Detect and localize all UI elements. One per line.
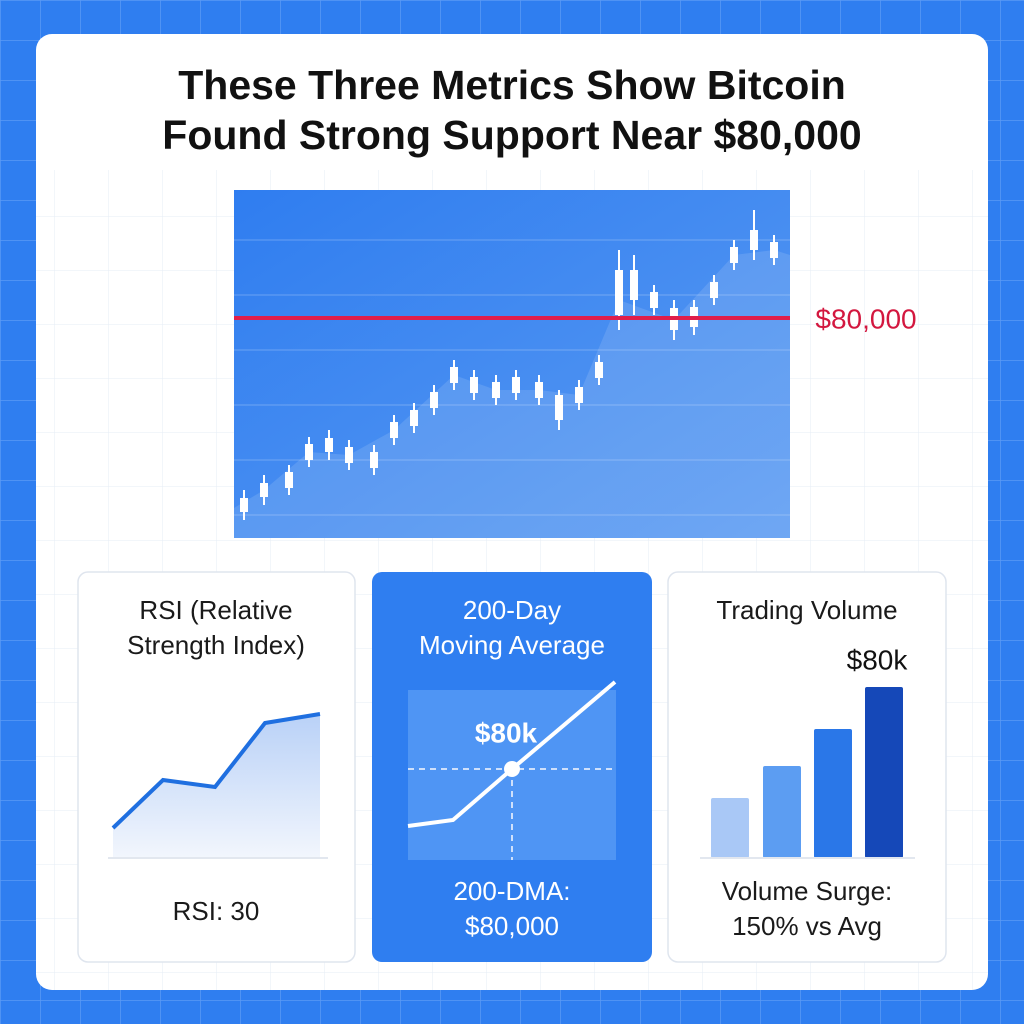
title-line: These Three Metrics Show Bitcoin xyxy=(178,62,846,108)
card-title: Moving Average xyxy=(419,630,605,660)
support-label: $80,000 xyxy=(815,303,916,334)
chart-background xyxy=(234,190,790,538)
dma-card: 200-Day Moving Average $80k 200-DMA: $80… xyxy=(372,572,652,962)
card-caption: Volume Surge: xyxy=(722,876,893,906)
title-line: Found Strong Support Near $80,000 xyxy=(162,112,861,158)
card-caption: $80,000 xyxy=(465,911,559,941)
rsi-card: RSI (Relative Strength Index) RSI: 30 xyxy=(77,571,356,963)
marker-label: $80k xyxy=(847,644,909,675)
card-caption: 150% vs Avg xyxy=(732,911,882,941)
card xyxy=(667,571,947,963)
volume-bar xyxy=(865,687,903,858)
card xyxy=(77,571,356,963)
main-chart: $80,000 xyxy=(234,190,917,538)
rsi-line xyxy=(111,712,321,830)
card-caption: RSI: 30 xyxy=(173,896,260,926)
chart-grid xyxy=(234,239,790,516)
dma-point xyxy=(504,761,520,777)
marker-label: $80k xyxy=(475,717,538,748)
card-title: RSI (Relative xyxy=(139,595,292,625)
dma-line xyxy=(407,680,617,828)
card-title: Trading Volume xyxy=(716,595,897,625)
volume-bar xyxy=(711,798,749,858)
volume-bar xyxy=(814,729,852,858)
card-caption: 200-DMA: xyxy=(453,876,570,906)
volume-card: Trading Volume $80k Volume Surge: 150% v… xyxy=(667,571,947,963)
card-title: Strength Index) xyxy=(127,630,305,660)
card-title: 200-Day xyxy=(463,595,561,625)
volume-bar xyxy=(763,766,801,858)
